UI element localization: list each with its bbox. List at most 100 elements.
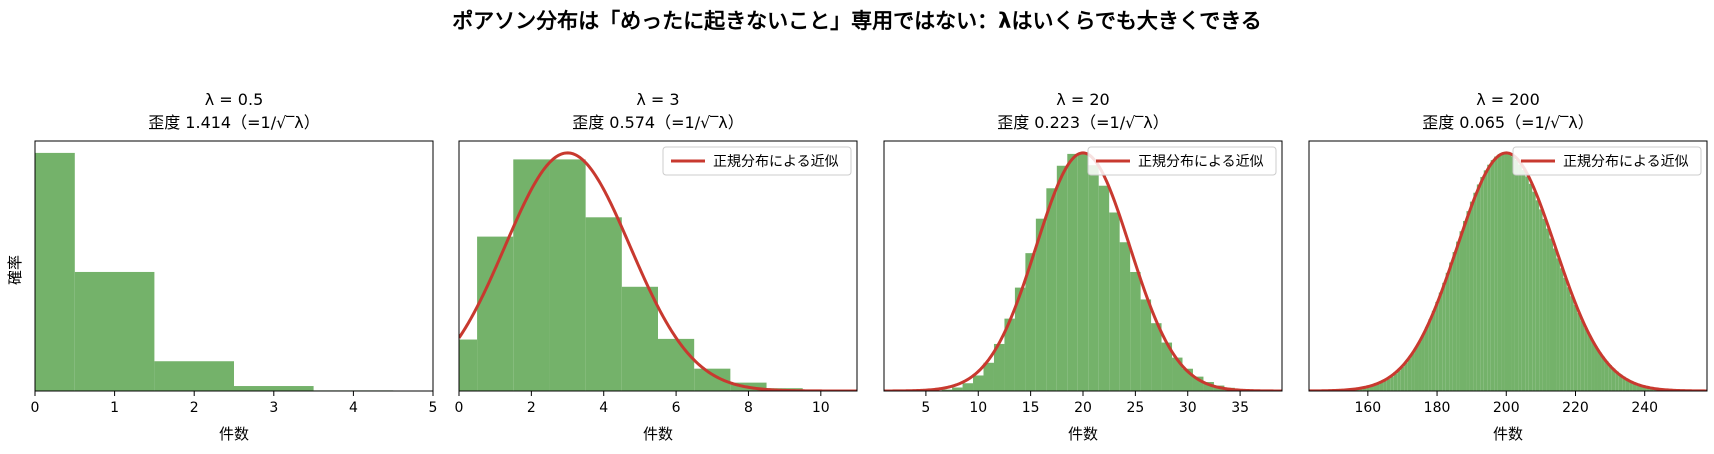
bar-k12 — [993, 343, 1005, 391]
bar-k200 — [1504, 153, 1508, 391]
bar-k185 — [1452, 252, 1457, 391]
bar-k171 — [1404, 362, 1408, 391]
bar-k198 — [1497, 154, 1502, 391]
bar-k9 — [962, 383, 974, 391]
axes-frame — [458, 140, 858, 392]
plot-area — [884, 151, 1282, 391]
bar-k5 — [621, 286, 658, 391]
bar-k15 — [1025, 253, 1036, 391]
bar-k23 — [1109, 212, 1120, 391]
panels: 0 1 2 3 4 5 件数 λ = 0.5 歪度 1.414（=1/√‾λ） 0 2 4 6 8 10 件数… — [31, 90, 1708, 443]
bar-k188 — [1463, 221, 1467, 391]
bar-k211 — [1542, 218, 1547, 391]
axes-frame — [1308, 140, 1708, 392]
bar-k14 — [1014, 287, 1026, 391]
bar-k233 — [1618, 374, 1623, 391]
bar-k163 — [1376, 384, 1380, 391]
bar-k178 — [1428, 319, 1432, 391]
bar-k197 — [1494, 156, 1498, 391]
bar-k20 — [1077, 153, 1089, 391]
normal-approx-curve — [884, 151, 1282, 391]
bar-k1 — [74, 271, 155, 391]
x-tick-label: 2 — [190, 400, 199, 416]
panel-3: 5 10 15 20 25 30 35 件数 λ = 20 歪度 0.223（=1/√‾λ） 正規分… — [883, 90, 1283, 443]
bar-k177 — [1424, 327, 1429, 391]
panel-subtitle-skewness: 歪度 0.574（=1/√‾λ） — [572, 113, 744, 132]
x-tick-label: 4 — [599, 400, 608, 416]
bar-k201 — [1508, 154, 1512, 391]
x-tick-label: 10 — [812, 400, 830, 416]
plot-area — [459, 151, 857, 391]
bar-k217 — [1563, 277, 1567, 391]
bar-k165 — [1383, 380, 1387, 391]
bar-k186 — [1456, 241, 1460, 391]
bar-k230 — [1608, 365, 1612, 391]
bar-k199 — [1501, 153, 1505, 391]
x-axis-label: 件数 — [643, 425, 673, 443]
x-axis-label: 件数 — [219, 425, 249, 443]
bar-k174 — [1414, 347, 1419, 391]
legend-label: 正規分布による近似 — [1138, 154, 1264, 170]
bar-k195 — [1487, 164, 1491, 391]
bar-k160 — [1366, 387, 1370, 391]
bar-k222 — [1580, 320, 1585, 391]
x-tick-label: 5 — [429, 400, 438, 416]
plot-area — [1309, 151, 1707, 391]
x-tick-label: 0 — [455, 400, 464, 416]
bar-k204 — [1518, 164, 1522, 391]
bar-k18 — [1056, 165, 1068, 391]
bar-k205 — [1521, 170, 1526, 391]
legend: 正規分布による近似 — [662, 146, 852, 176]
bar-k224 — [1587, 334, 1592, 391]
bar-k191 — [1473, 192, 1477, 391]
bar-k24 — [1119, 242, 1131, 391]
bar-k2 — [513, 159, 550, 391]
x-tick-label: 200 — [1493, 400, 1520, 416]
bar-k194 — [1483, 170, 1488, 391]
legend-box — [662, 146, 852, 176]
bar-k190 — [1469, 201, 1474, 391]
panel-1: 0 1 2 3 4 5 件数 λ = 0.5 歪度 1.414（=1/√‾λ） — [31, 90, 438, 443]
bar-k223 — [1584, 327, 1588, 391]
y-axis-label: 確率 — [6, 255, 24, 285]
bar-k175 — [1418, 341, 1422, 391]
bar-k1 — [477, 236, 514, 391]
legend: 正規分布による近似 — [1512, 146, 1702, 176]
panel-2: 0 2 4 6 8 10 件数 λ = 3 歪度 0.574（=1/√‾λ） 正規分布による近似 — [455, 90, 858, 443]
bar-k27 — [1151, 323, 1162, 391]
x-tick-label: 15 — [1022, 400, 1040, 416]
bar-k30 — [1182, 368, 1193, 391]
bar-k214 — [1552, 248, 1557, 391]
legend-box — [1087, 146, 1277, 176]
x-tick-label: 5 — [921, 400, 930, 416]
bar-k11 — [983, 362, 994, 391]
bar-k21 — [1088, 165, 1099, 391]
x-axis-label: 件数 — [1493, 425, 1523, 443]
panel-title: λ = 200 — [1476, 90, 1540, 109]
panel-subtitle-skewness: 歪度 0.065（=1/√‾λ） — [1422, 113, 1594, 132]
normal-approx-curve — [1309, 151, 1707, 391]
x-tick-label: 20 — [1074, 400, 1092, 416]
x-tick-label: 6 — [672, 400, 681, 416]
bar-k196 — [1490, 160, 1495, 391]
bar-k193 — [1480, 176, 1484, 391]
x-tick-label: 3 — [269, 400, 278, 416]
x-tick-label: 30 — [1179, 400, 1197, 416]
panel-title: λ = 20 — [1056, 90, 1109, 109]
x-tick-label: 2 — [527, 400, 536, 416]
bar-k176 — [1421, 334, 1425, 391]
bar-k29 — [1172, 357, 1183, 391]
bar-k26 — [1140, 299, 1152, 391]
bar-k173 — [1411, 353, 1415, 391]
bar-k164 — [1379, 382, 1384, 391]
bar-k13 — [1004, 318, 1015, 391]
bar-k179 — [1431, 310, 1436, 391]
bar-k215 — [1556, 258, 1560, 391]
bar-k0 — [35, 152, 75, 391]
panel-title: λ = 0.5 — [205, 90, 264, 109]
bar-k169 — [1397, 370, 1401, 391]
x-tick-label: 0 — [31, 400, 40, 416]
bar-k239 — [1639, 384, 1643, 391]
x-tick-label: 35 — [1231, 400, 1249, 416]
x-tick-label: 180 — [1424, 400, 1451, 416]
